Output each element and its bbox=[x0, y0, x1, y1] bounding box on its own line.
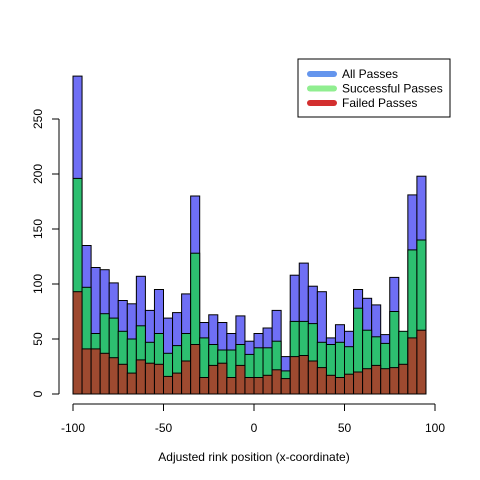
bar bbox=[135, 359, 146, 395]
x-tick-label: -50 bbox=[155, 421, 173, 435]
bar bbox=[90, 348, 101, 395]
bar bbox=[226, 377, 237, 395]
bar bbox=[362, 368, 373, 395]
y-tick-label: 250 bbox=[31, 109, 45, 129]
bar bbox=[353, 371, 364, 395]
bar bbox=[117, 363, 128, 395]
bar bbox=[217, 362, 228, 395]
series-failed-passes bbox=[72, 291, 427, 395]
bar bbox=[244, 377, 255, 395]
bar bbox=[289, 356, 300, 395]
bar bbox=[81, 348, 92, 395]
bar bbox=[99, 352, 110, 395]
bar bbox=[407, 337, 418, 395]
legend-label: Successful Passes bbox=[342, 82, 443, 96]
x-tick-label: 100 bbox=[425, 421, 445, 435]
bar bbox=[334, 377, 346, 395]
bar bbox=[307, 360, 318, 395]
bar bbox=[153, 363, 164, 395]
bar bbox=[208, 364, 219, 395]
bar bbox=[126, 372, 137, 395]
y-tick-label: 100 bbox=[31, 274, 45, 294]
bar bbox=[271, 369, 282, 395]
bar bbox=[344, 373, 355, 395]
x-axis: -100 -50 0 50 100 bbox=[61, 403, 445, 435]
bar bbox=[316, 367, 327, 395]
legend-label: Failed Passes bbox=[342, 96, 417, 110]
bar bbox=[380, 368, 391, 395]
bar bbox=[280, 378, 291, 395]
y-axis: 0 50 100 150 200 250 bbox=[31, 109, 60, 397]
bar bbox=[172, 372, 183, 395]
bar bbox=[108, 357, 119, 395]
bar bbox=[398, 363, 409, 395]
y-tick-label: 200 bbox=[31, 164, 45, 184]
bar bbox=[371, 364, 382, 395]
y-tick-label: 0 bbox=[31, 390, 45, 397]
bar bbox=[325, 374, 336, 395]
bar bbox=[163, 375, 174, 395]
bar bbox=[190, 344, 201, 395]
y-tick-label: 150 bbox=[31, 219, 45, 239]
bar bbox=[253, 377, 264, 395]
bar bbox=[235, 364, 246, 395]
y-tick-label: 50 bbox=[31, 332, 45, 346]
x-tick-label: 0 bbox=[251, 421, 258, 435]
bar bbox=[416, 329, 427, 395]
bar bbox=[262, 374, 273, 395]
bar bbox=[144, 362, 155, 395]
bar bbox=[199, 377, 210, 395]
bar bbox=[72, 291, 83, 395]
x-tick-label: 50 bbox=[338, 421, 352, 435]
bar bbox=[181, 360, 192, 395]
x-axis-label: Adjusted rink position (x-coordinate) bbox=[158, 450, 349, 464]
bar bbox=[389, 367, 400, 395]
x-tick-label: -100 bbox=[61, 421, 85, 435]
bar bbox=[298, 355, 309, 395]
bars-layer bbox=[72, 75, 427, 395]
legend-label: All Passes bbox=[342, 67, 398, 81]
series-successful-passes bbox=[72, 177, 427, 395]
